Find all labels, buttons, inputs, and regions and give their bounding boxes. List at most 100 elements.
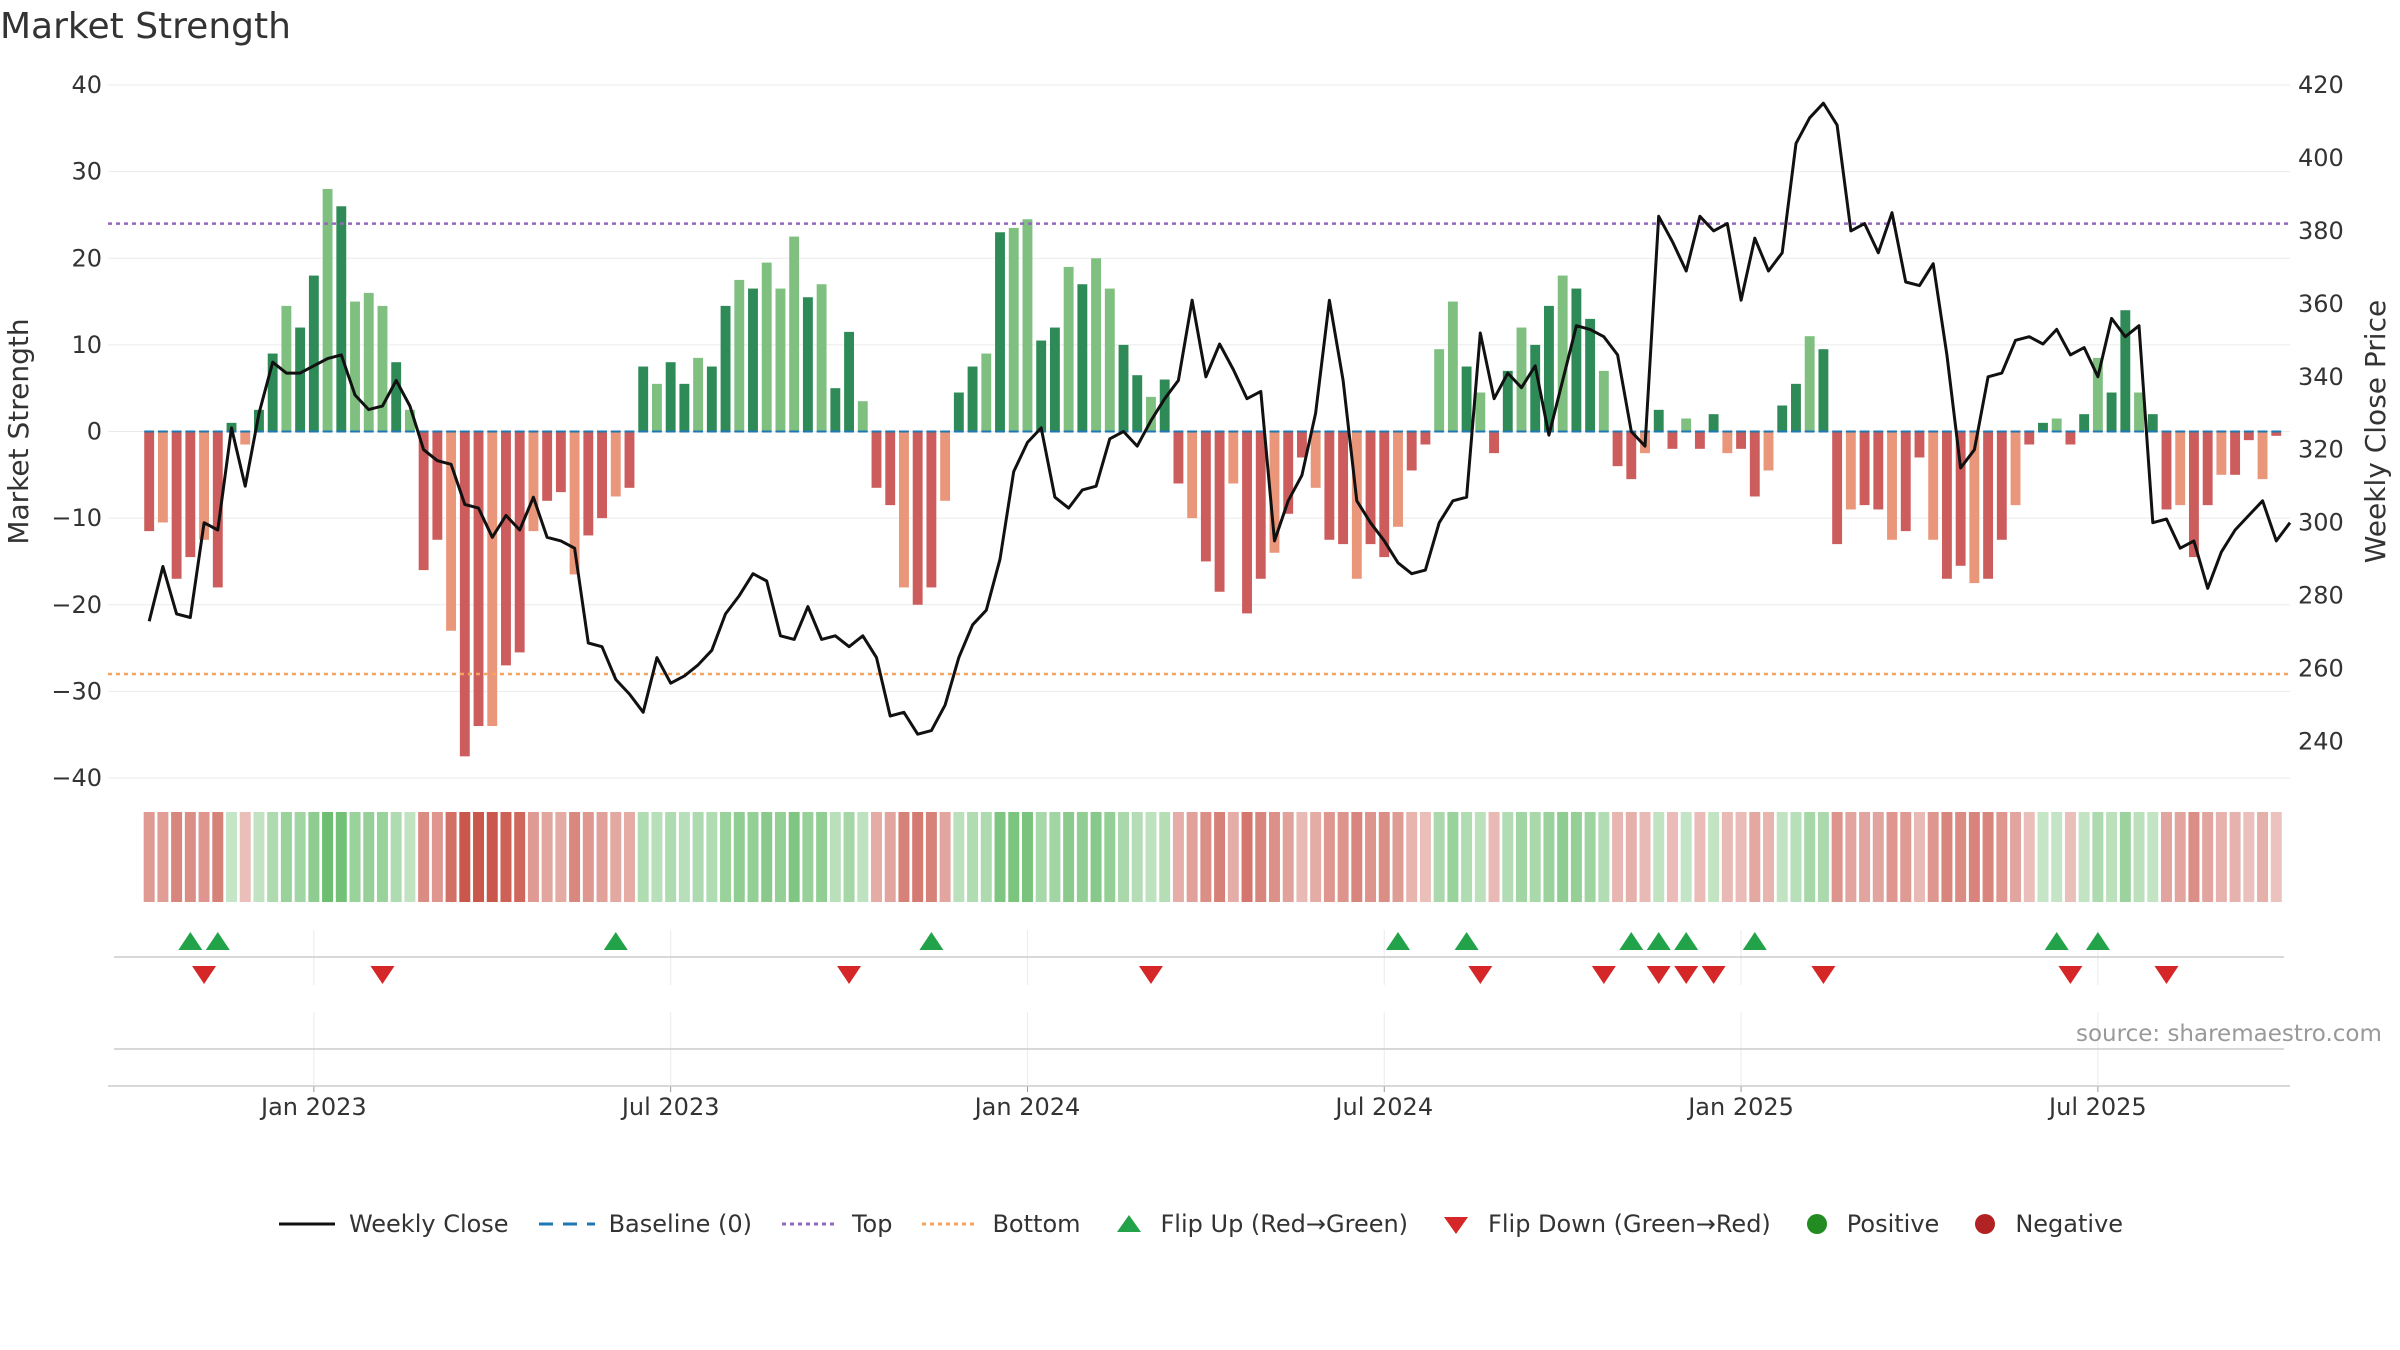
strength-bar [1832, 431, 1843, 545]
ribbon-cell [829, 812, 841, 902]
flip-down-marker [1811, 966, 1836, 984]
strength-bar [995, 232, 1005, 432]
legend-flip-up[interactable]: Flip Up (Red→Green) [1109, 1210, 1408, 1238]
strength-bar [2134, 392, 2144, 432]
strength-bar [1749, 431, 1760, 497]
strength-bar [1434, 349, 1445, 432]
strength-bar [679, 383, 690, 432]
strength-bar [1791, 383, 1801, 432]
flip-up-marker [1674, 932, 1699, 950]
ribbon-cell [1365, 812, 1377, 902]
strength-bar [1516, 327, 1527, 432]
legend-baseline[interactable]: Baseline (0) [537, 1210, 752, 1238]
ribbon-cell [1104, 812, 1116, 902]
ribbon-cell [239, 812, 251, 902]
strength-bar [1900, 431, 1911, 532]
ribbon-cell [1118, 812, 1130, 902]
legend-negative[interactable]: Negative [1967, 1210, 2123, 1238]
strength-bar [1173, 431, 1184, 484]
strength-bar [418, 431, 429, 571]
ribbon-cell [1612, 812, 1624, 902]
strength-bar [1022, 219, 1033, 432]
ribbon-cell [308, 812, 320, 902]
strength-ribbon [143, 812, 2282, 902]
ribbon-cell [445, 812, 457, 902]
right-tick-label: 320 [2298, 436, 2344, 464]
legend-weekly-close[interactable]: Weekly Close [277, 1210, 509, 1238]
strength-bar [487, 431, 498, 727]
ribbon-cell [967, 812, 979, 902]
ribbon-cell [1543, 812, 1555, 902]
legend-dotted-icon [922, 1222, 979, 1226]
ribbon-cell [335, 812, 347, 902]
strength-bar [1530, 344, 1541, 432]
ribbon-cell [1941, 812, 1953, 902]
x-tick-label: Jul 2024 [1333, 1093, 1433, 1121]
legend-top[interactable]: Top [780, 1210, 892, 1238]
ribbon-cell [212, 812, 224, 902]
flip-down-marker [1701, 966, 1726, 984]
chart-title: Market Strength [0, 6, 291, 47]
legend-bottom[interactable]: Bottom [920, 1210, 1081, 1238]
strength-bar [1159, 379, 1170, 432]
strength-bar [967, 366, 978, 432]
ribbon-cell [2037, 812, 2049, 902]
flip-markers [178, 932, 2179, 984]
ribbon-cell [1172, 812, 1184, 902]
ribbon-cell [418, 812, 430, 902]
strength-bar [2175, 431, 2186, 506]
right-tick-label: 380 [2298, 217, 2344, 245]
ribbon-cell [747, 812, 759, 902]
strength-bar [720, 305, 731, 432]
ribbon-cell [2174, 812, 2186, 902]
strength-bar [1681, 418, 1692, 432]
ribbon-cell [2092, 812, 2104, 902]
ribbon-cell [349, 812, 361, 902]
strength-bar [1077, 284, 1088, 432]
strength-bar [308, 275, 319, 432]
strength-bar [651, 383, 662, 432]
ribbon-cell [1337, 812, 1349, 902]
strength-bar [1736, 431, 1747, 449]
strength-bar [693, 357, 704, 432]
strength-bar [267, 353, 278, 432]
strength-bar [1283, 431, 1294, 514]
ribbon-cell [1557, 812, 1569, 902]
ribbon-cell [2257, 812, 2269, 902]
ribbon-cell [1008, 812, 1020, 902]
right-tick-label: 300 [2298, 509, 2344, 537]
price-line-group [147, 101, 2292, 736]
ribbon-cell [1227, 812, 1239, 902]
strength-bar [1406, 431, 1417, 471]
ribbon-cell [1529, 812, 1541, 902]
legend-flip-down[interactable]: Flip Down (Green→Red) [1436, 1210, 1771, 1238]
strength-bar [555, 431, 566, 493]
ribbon-cell [390, 812, 402, 902]
ribbon-cell [1900, 812, 1912, 902]
legend-positive[interactable]: Positive [1799, 1210, 1939, 1238]
strength-bar [1091, 258, 1102, 432]
strength-bar [391, 362, 402, 432]
ribbon-cell [1927, 812, 1939, 902]
strength-bar [857, 401, 868, 432]
strength-bar [1557, 275, 1568, 432]
strength-bar [775, 288, 786, 432]
strength-bar [363, 292, 374, 432]
flip-down-marker [1646, 966, 1671, 984]
ribbon-cell [2202, 812, 2214, 902]
strength-bar [1818, 349, 1829, 432]
ribbon-cell [2133, 812, 2145, 902]
x-tick-label: Jul 2023 [620, 1093, 720, 1121]
ribbon-cell [1419, 812, 1431, 902]
legend-baseline-label: Baseline (0) [608, 1210, 752, 1238]
ribbon-cell [1776, 812, 1788, 902]
strength-bar [1928, 431, 1939, 540]
strength-bar [501, 431, 511, 666]
strength-bar [1544, 305, 1554, 432]
ribbon-cell [198, 812, 210, 902]
left-tick-label: −30 [51, 677, 102, 705]
ribbon-cell [1323, 812, 1335, 902]
ribbon-cell [1680, 812, 1692, 902]
strength-bar [1365, 431, 1376, 545]
legend-dash-icon [538, 1222, 595, 1226]
